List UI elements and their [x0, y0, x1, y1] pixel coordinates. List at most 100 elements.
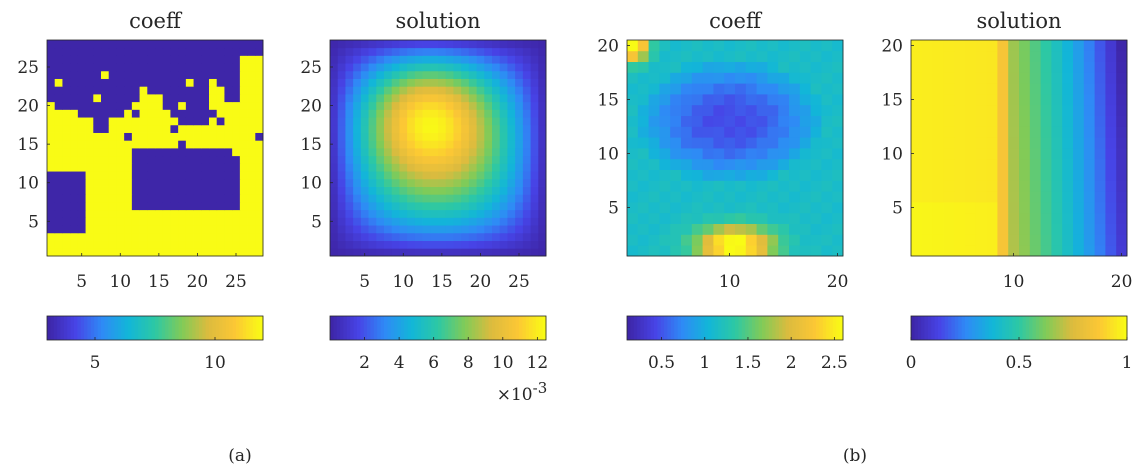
heatmap-cell [921, 83, 933, 95]
heatmap-cell [330, 194, 339, 203]
heatmap-cell [1062, 61, 1074, 73]
heatmap-cell [209, 240, 218, 249]
heatmap-cell [147, 209, 156, 218]
heatmap-cell [353, 148, 362, 157]
heatmap-cell [139, 101, 148, 110]
heatmap-cell [247, 117, 256, 126]
heatmap-cell [353, 248, 362, 257]
heatmap-cell [422, 248, 431, 257]
heatmap-cell [648, 50, 660, 62]
heatmap-cell [353, 194, 362, 203]
heatmap-cell [414, 47, 423, 56]
heatmap-cell [70, 132, 79, 141]
heatmap-cell [185, 248, 194, 257]
heatmap-cell [954, 115, 966, 127]
heatmap-cell [499, 163, 508, 172]
heatmap-cell [702, 234, 714, 246]
heatmap-cell [384, 78, 393, 87]
heatmap-cell [461, 124, 470, 133]
heatmap-cell [1083, 180, 1095, 192]
heatmap-cell [492, 171, 501, 180]
heatmap-cell [445, 186, 454, 195]
heatmap-cell [1116, 223, 1128, 235]
colorbar-segment [931, 316, 936, 340]
heatmap-cell [399, 86, 408, 95]
heatmap-cell [193, 132, 202, 141]
heatmap-cell [407, 70, 416, 79]
heatmap-cell [201, 209, 210, 218]
heatmap-cell [232, 248, 241, 257]
colorbar-segment [188, 316, 193, 340]
heatmap-cell [216, 124, 225, 133]
heatmap-cell [954, 234, 966, 246]
heatmap-cell [384, 132, 393, 141]
heatmap-cell [47, 217, 56, 226]
heatmap-cell [77, 55, 86, 64]
heatmap-cell [101, 155, 110, 164]
heatmap-cell [468, 194, 477, 203]
heatmap-cell [124, 178, 133, 187]
heatmap-cell [337, 70, 346, 79]
y-tick-label: 15 [597, 90, 619, 110]
heatmap-cell [116, 178, 125, 187]
heatmap-cell [943, 61, 955, 73]
heatmap-cell [810, 223, 822, 235]
heatmap-cell [170, 186, 179, 195]
heatmap-cell [530, 40, 539, 49]
heatmap-cell [499, 132, 508, 141]
heatmap-cell [422, 70, 431, 79]
colorbar-segment [819, 316, 824, 340]
heatmap-cell [108, 202, 117, 211]
heatmap-cell [538, 232, 547, 241]
heatmap-cell [627, 180, 639, 192]
heatmap-cell [399, 202, 408, 211]
heatmap-cell [162, 63, 171, 72]
heatmap-cell [438, 124, 447, 133]
heatmap-cell [216, 148, 225, 157]
heatmap-cell [789, 40, 801, 52]
heatmap-cell [85, 225, 94, 234]
heatmap-cell [538, 124, 547, 133]
heatmap-cell [360, 86, 369, 95]
heatmap-cell [453, 163, 462, 172]
heatmap-cell [691, 50, 703, 62]
heatmap-cell [239, 101, 248, 110]
heatmap-cell [627, 115, 639, 127]
heatmap-cell [54, 178, 63, 187]
heatmap-cell [209, 202, 218, 211]
heatmap-cell [745, 83, 757, 95]
heatmap-cell [810, 158, 822, 170]
heatmap-cell [538, 94, 547, 103]
heatmap-cell [1083, 202, 1095, 214]
heatmap-cell [453, 132, 462, 141]
heatmap-cell [368, 78, 377, 87]
heatmap-cell [468, 86, 477, 95]
heatmap-cell [360, 202, 369, 211]
heatmap-cell [681, 169, 693, 181]
heatmap-cell [627, 158, 639, 170]
x-tick-label: 20 [187, 272, 209, 292]
heatmap-cell [54, 148, 63, 157]
colorbar-segment [775, 316, 780, 340]
heatmap-cell [438, 163, 447, 172]
heatmap-cell [101, 171, 110, 180]
heatmap-cell [430, 155, 439, 164]
heatmap-cell [445, 117, 454, 126]
heatmap-cell [691, 212, 703, 224]
heatmap-cell [515, 55, 524, 64]
colorbar-segment [77, 316, 82, 340]
heatmap-cell [778, 126, 790, 138]
heatmap-cell [1019, 148, 1031, 160]
colorbar-segment [985, 316, 990, 340]
heatmap-cell [224, 171, 233, 180]
heatmap-cell [422, 109, 431, 118]
heatmap-cell [407, 171, 416, 180]
heatmap-cell [139, 232, 148, 241]
heatmap-cell [345, 140, 354, 149]
heatmap-cell [384, 217, 393, 226]
heatmap-cell [414, 124, 423, 133]
heatmap-cell [530, 202, 539, 211]
heatmap-cell [1073, 126, 1085, 138]
heatmap-cell [139, 132, 148, 141]
heatmap-cell [147, 70, 156, 79]
